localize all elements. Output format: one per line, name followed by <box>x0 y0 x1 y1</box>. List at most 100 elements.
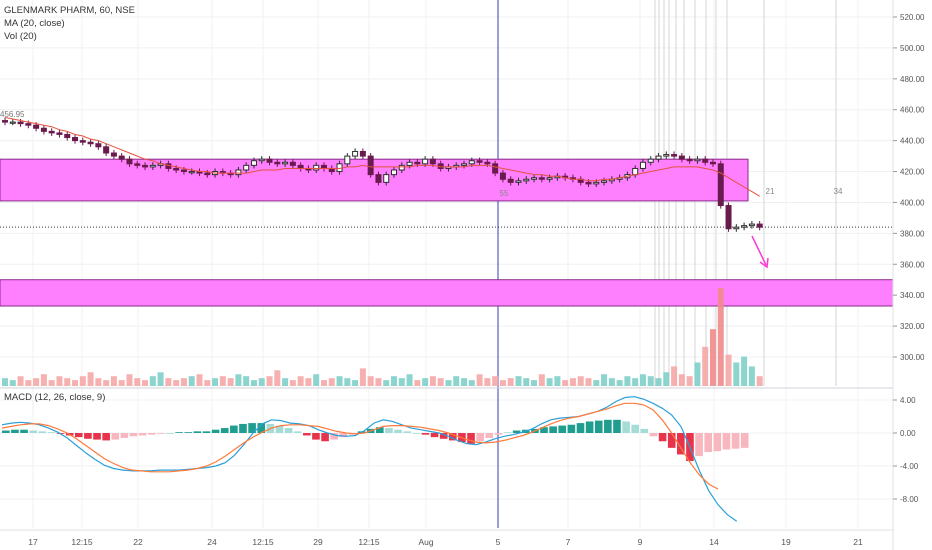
volume-bar <box>663 372 670 386</box>
macd-histogram-bar <box>421 433 430 435</box>
macd-histogram-bar <box>120 433 129 438</box>
time-tick-label: 19 <box>781 537 791 547</box>
candle-body <box>499 172 506 180</box>
volume-bar <box>103 380 110 386</box>
volume-bar <box>95 378 102 386</box>
volume-bar <box>733 362 740 386</box>
time-tick-label: 9 <box>638 537 643 547</box>
macd-histogram-bar <box>211 429 220 433</box>
candle-body <box>188 171 195 174</box>
volume-bar <box>694 362 701 386</box>
macd-histogram-bar <box>740 433 749 448</box>
volume-bar <box>741 356 748 386</box>
volume-bar <box>375 378 382 386</box>
candle-body <box>733 226 740 230</box>
macd-histogram-bar <box>585 421 594 433</box>
candle-body <box>258 158 265 162</box>
volume-bar <box>110 376 117 386</box>
ma-line <box>4 117 760 197</box>
macd-histogram-bar <box>129 433 138 437</box>
volume-bar <box>647 376 654 386</box>
candle-body <box>72 137 79 142</box>
time-tick-label: Aug <box>418 537 433 547</box>
macd-histogram-bar <box>20 429 28 433</box>
volume-bar <box>585 378 592 386</box>
candle-body <box>406 161 413 166</box>
volume-bar <box>352 380 359 386</box>
macd-histogram-bar <box>38 431 47 433</box>
volume-bar <box>157 372 164 386</box>
macd-histogram-bar <box>658 433 667 442</box>
volume-bar <box>608 378 615 386</box>
candle-body <box>748 223 755 227</box>
candle-body <box>694 158 701 162</box>
candle-body <box>243 164 250 171</box>
volume-bar <box>437 378 444 386</box>
volume-bar <box>320 380 327 386</box>
volume-bar <box>593 380 600 386</box>
volume-bar <box>289 380 296 386</box>
candle-body <box>538 177 545 180</box>
fib-label: 21 <box>766 187 775 196</box>
macd-histogram-bar <box>567 424 576 433</box>
candle-body <box>375 174 382 183</box>
volume-bar <box>616 380 623 386</box>
volume-bar <box>507 378 514 386</box>
candle-body <box>531 177 538 180</box>
candle-body <box>585 181 592 185</box>
candle-body <box>344 155 351 165</box>
candle-body <box>250 160 257 166</box>
candle-body <box>414 161 421 165</box>
macd-histogram-bar <box>467 433 475 444</box>
macd-histogram-bar <box>47 432 56 433</box>
macd-histogram-bar <box>138 433 147 436</box>
macd-histogram-bar <box>303 433 311 436</box>
candle-body <box>476 160 483 163</box>
macd-histogram-bar <box>2 430 10 433</box>
price-tick-label: 400.00 <box>900 198 925 207</box>
volume-bar <box>173 380 180 386</box>
candle-body <box>429 158 436 165</box>
macd-line <box>1 396 738 522</box>
volume-bar <box>305 378 312 386</box>
candle-body <box>2 120 8 123</box>
macd-histogram-bar <box>494 433 503 435</box>
candle-body <box>717 163 724 207</box>
candle-body <box>383 174 390 183</box>
macd-histogram-bar <box>248 423 256 433</box>
macd-histogram-bar <box>339 433 348 438</box>
overlay-price-text: 456.95 <box>0 110 25 119</box>
candle-body <box>671 154 678 157</box>
volume-bar <box>717 288 724 386</box>
candle-body <box>686 158 693 162</box>
candle-body <box>118 155 125 160</box>
candle-body <box>64 133 71 139</box>
candle-body <box>515 180 522 183</box>
volume-bar <box>2 378 8 386</box>
macd-histogram-bar <box>485 433 494 438</box>
candle-body <box>678 155 685 160</box>
candle-body <box>523 178 530 182</box>
candle-body <box>468 160 475 165</box>
candle-body <box>391 169 397 176</box>
volume-bar <box>429 376 436 386</box>
candle-body <box>297 164 304 169</box>
macd-histogram-bar <box>503 432 512 433</box>
macd-histogram-bar <box>184 432 193 433</box>
volume-bar <box>523 378 530 386</box>
macd-histogram-bar <box>293 431 302 433</box>
volume-bar <box>25 380 32 386</box>
volume-bar <box>639 374 646 386</box>
macd-histogram-bar <box>275 425 284 433</box>
macd-histogram-bar <box>29 430 37 433</box>
macd-histogram-bar <box>403 431 411 433</box>
candle-body <box>601 180 608 183</box>
volume-bar <box>531 380 538 386</box>
candle-body <box>33 124 40 129</box>
candle-body <box>398 164 405 171</box>
macd-histogram-bar <box>448 433 457 441</box>
volume-bar <box>422 378 429 386</box>
volume-bars <box>2 288 763 386</box>
time-tick-label: 5 <box>496 537 501 547</box>
